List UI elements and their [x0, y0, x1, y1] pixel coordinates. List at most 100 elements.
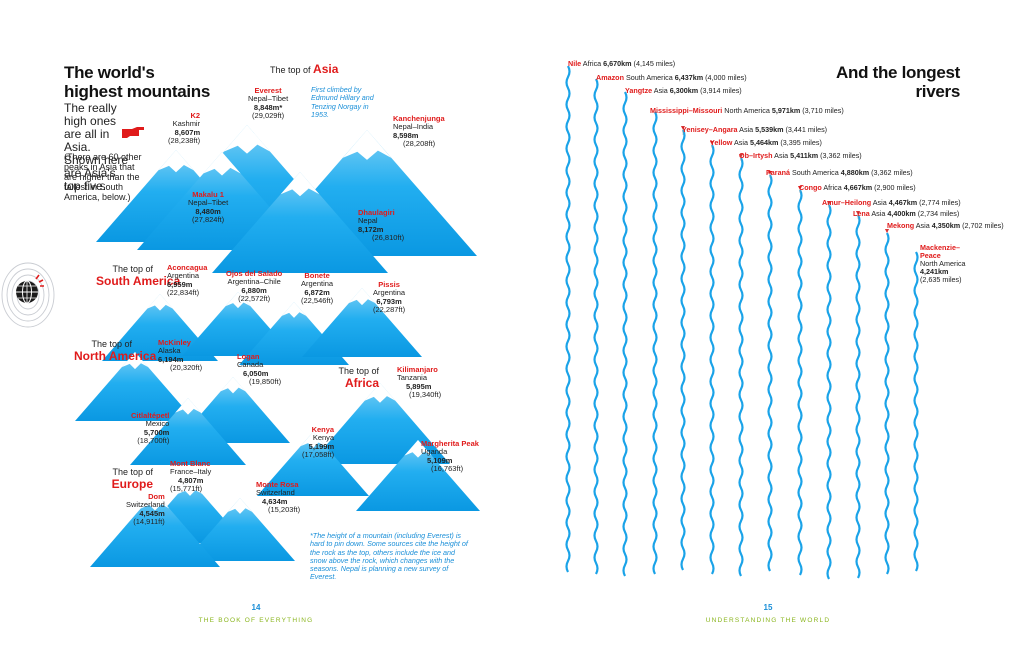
mountain-region: Alaska [158, 346, 181, 356]
region-name: Europe [111, 477, 153, 491]
right-footer: UNDERSTANDING THE WORLD [705, 617, 831, 624]
mountain-name: K2 [190, 111, 201, 120]
mountain-label-aconcagua: Aconcagua Argentina 6,959m (22,834ft) [167, 263, 207, 298]
mountain-region: Switzerland [126, 500, 165, 510]
river-line [884, 232, 890, 575]
river-label: Amur–Heilong Asia 4,467km (2,774 miles) [822, 198, 961, 207]
river-line [593, 78, 599, 575]
mountain-feet: (27,824ft) [192, 215, 225, 225]
river-label: Mississippi–Missouri North America 5,971… [650, 106, 844, 115]
river-region: North America [724, 106, 770, 115]
mountain-label-ojos: Ojos del Salado Argentina–Chile 6,880m (… [226, 269, 283, 304]
mountain-height: 6,872m [304, 287, 330, 297]
mountain-region: Nepal–Tibet [248, 94, 289, 104]
mountain-region: Nepal [358, 216, 378, 226]
mountain-height: 4,634m [262, 496, 288, 506]
river-name: Amazon [596, 73, 624, 82]
river-line [680, 129, 686, 571]
river-length-km: 4,467km [888, 198, 918, 207]
mountain-height: 5,700m [143, 427, 170, 437]
mountain-label-mckinley: McKinley Alaska 6,194m (20,320ft) [158, 338, 202, 373]
mountain-margherita [356, 440, 480, 511]
mountain-height: 8,598m [393, 130, 419, 140]
mountain-feet: (29,029ft) [252, 111, 285, 121]
mountain-region: Kashmir [172, 119, 201, 129]
river-length-km: 5,464km [749, 138, 779, 147]
river-name: Ob–Irtysh [739, 151, 773, 160]
river-region: Asia [872, 198, 887, 207]
river-length-miles: (2,734 miles) [917, 209, 960, 218]
mountain-height: 6,959m [167, 279, 193, 289]
mountain-name: Kilimanjaro [397, 365, 438, 374]
mountain-height: 6,793m [376, 296, 402, 306]
height-footnote: *The height of a mountain (including Eve… [310, 531, 468, 582]
mountain-name: Makalu 1 [192, 190, 224, 199]
mountain-label-pissis: Pissis Argentina 6,793m (22,287ft) [373, 280, 406, 315]
river-label: Nile Africa 6,670km (4,145 miles) [568, 59, 675, 68]
mountain-feet: (22,546ft) [301, 296, 334, 306]
river-name: Mekong [887, 221, 915, 230]
river-name: Yangtze [625, 86, 653, 95]
mountain-name: Dhaulagiri [358, 208, 395, 217]
river-length-miles: (4,145 miles) [633, 59, 676, 68]
left-intro: The really high ones are all in Asia. Sh… [64, 102, 130, 193]
river-length-miles: (3,362 miles) [820, 151, 862, 160]
river-length-km: 6,300km [669, 86, 699, 95]
mountain-region: Switzerland [256, 488, 295, 498]
river-region: Africa [823, 183, 842, 192]
mountain-feet: (28,238ft) [168, 136, 201, 146]
river-length-km: 4,667km [843, 183, 873, 192]
mountain-label-monterosa: Monte Rosa Switzerland 4,634m (15,203ft) [256, 480, 300, 515]
mountain-label-makalu: Makalu 1 Nepal–Tibet 8,480m (27,824ft) [188, 190, 229, 225]
mountain-name: Everest [254, 86, 282, 95]
river-illustrations [565, 65, 919, 580]
mountain-label-kanchenjunga: Kanchenjunga Nepal–India 8,598m (28,208f… [393, 114, 445, 149]
river-line [855, 214, 861, 579]
river-line [622, 91, 628, 577]
region-south-america: The top of South America [96, 264, 180, 287]
mountain-feet: (16,763ft) [431, 464, 464, 474]
mountain-name: Monte Rosa [256, 480, 299, 489]
mountain-feet: (22,287ft) [373, 305, 406, 315]
river-length-km: 4,241km [920, 267, 949, 276]
mountain-region: Argentina [373, 288, 406, 298]
river-length-miles: (2,774 miles) [919, 198, 961, 207]
river-line [767, 174, 773, 572]
river-line [913, 251, 919, 572]
mountain-label-citlaltepetl: Citlaltépetl Mexico 5,700m (18,700ft) [131, 411, 170, 446]
mountain-label-montblanc: Mont Blanc France–Italy 4,807m (15,771ft… [170, 459, 211, 494]
mountain-region: Tanzania [397, 373, 428, 383]
mountain-region: Mexico [145, 419, 170, 429]
mountain-aconcagua [102, 294, 218, 361]
right-title: And the longest rivers [836, 63, 960, 101]
mountain-height: 5,109m [427, 455, 453, 465]
river-label: Yellow Asia 5,464km (3,395 miles) [710, 138, 822, 147]
mountain-region: Nepal–Tibet [188, 198, 229, 208]
mountain-height: 4,807m [178, 475, 204, 485]
river-length-miles: (3,914 miles) [700, 86, 742, 95]
mountain-name: Ojos del Salado [226, 269, 283, 278]
river-length-miles: (2,900 miles) [874, 183, 916, 192]
mountain-illustrations [75, 125, 480, 567]
river-label: Lena Asia 4,400km (2,734 miles) [853, 209, 959, 218]
mountain-feet: (26,810ft) [372, 233, 405, 243]
river-line [826, 204, 832, 580]
mountain-height: 4,545m [139, 508, 165, 518]
mountain-label-k2: K2 Kashmir 8,607m (28,238ft) [168, 111, 201, 146]
river-length-km: 4,880km [840, 168, 870, 177]
river-label: Ob–Irtysh Asia 5,411km (3,362 miles) [739, 151, 862, 160]
everest-note: First climbed by Edmund Hillary and Tenz… [311, 85, 374, 119]
region-prefix: The top of [338, 366, 379, 376]
region-europe: The top of Europe [97, 467, 153, 490]
river-name: Yenisey–Angara [682, 125, 738, 134]
mountain-region: Argentina [167, 271, 200, 281]
mountain-feet: (15,771ft) [170, 484, 203, 494]
river-length-km: 5,411km [790, 151, 819, 160]
river-length-km: 6,670km [603, 59, 632, 68]
river-region: Asia [774, 151, 789, 160]
mountain-dom [90, 492, 220, 567]
river-region: South America [625, 73, 673, 82]
mountain-kenya [257, 432, 369, 496]
mountain-label-dhaulagiri: Dhaulagiri Nepal 8,172m (26,810ft) [358, 208, 405, 243]
